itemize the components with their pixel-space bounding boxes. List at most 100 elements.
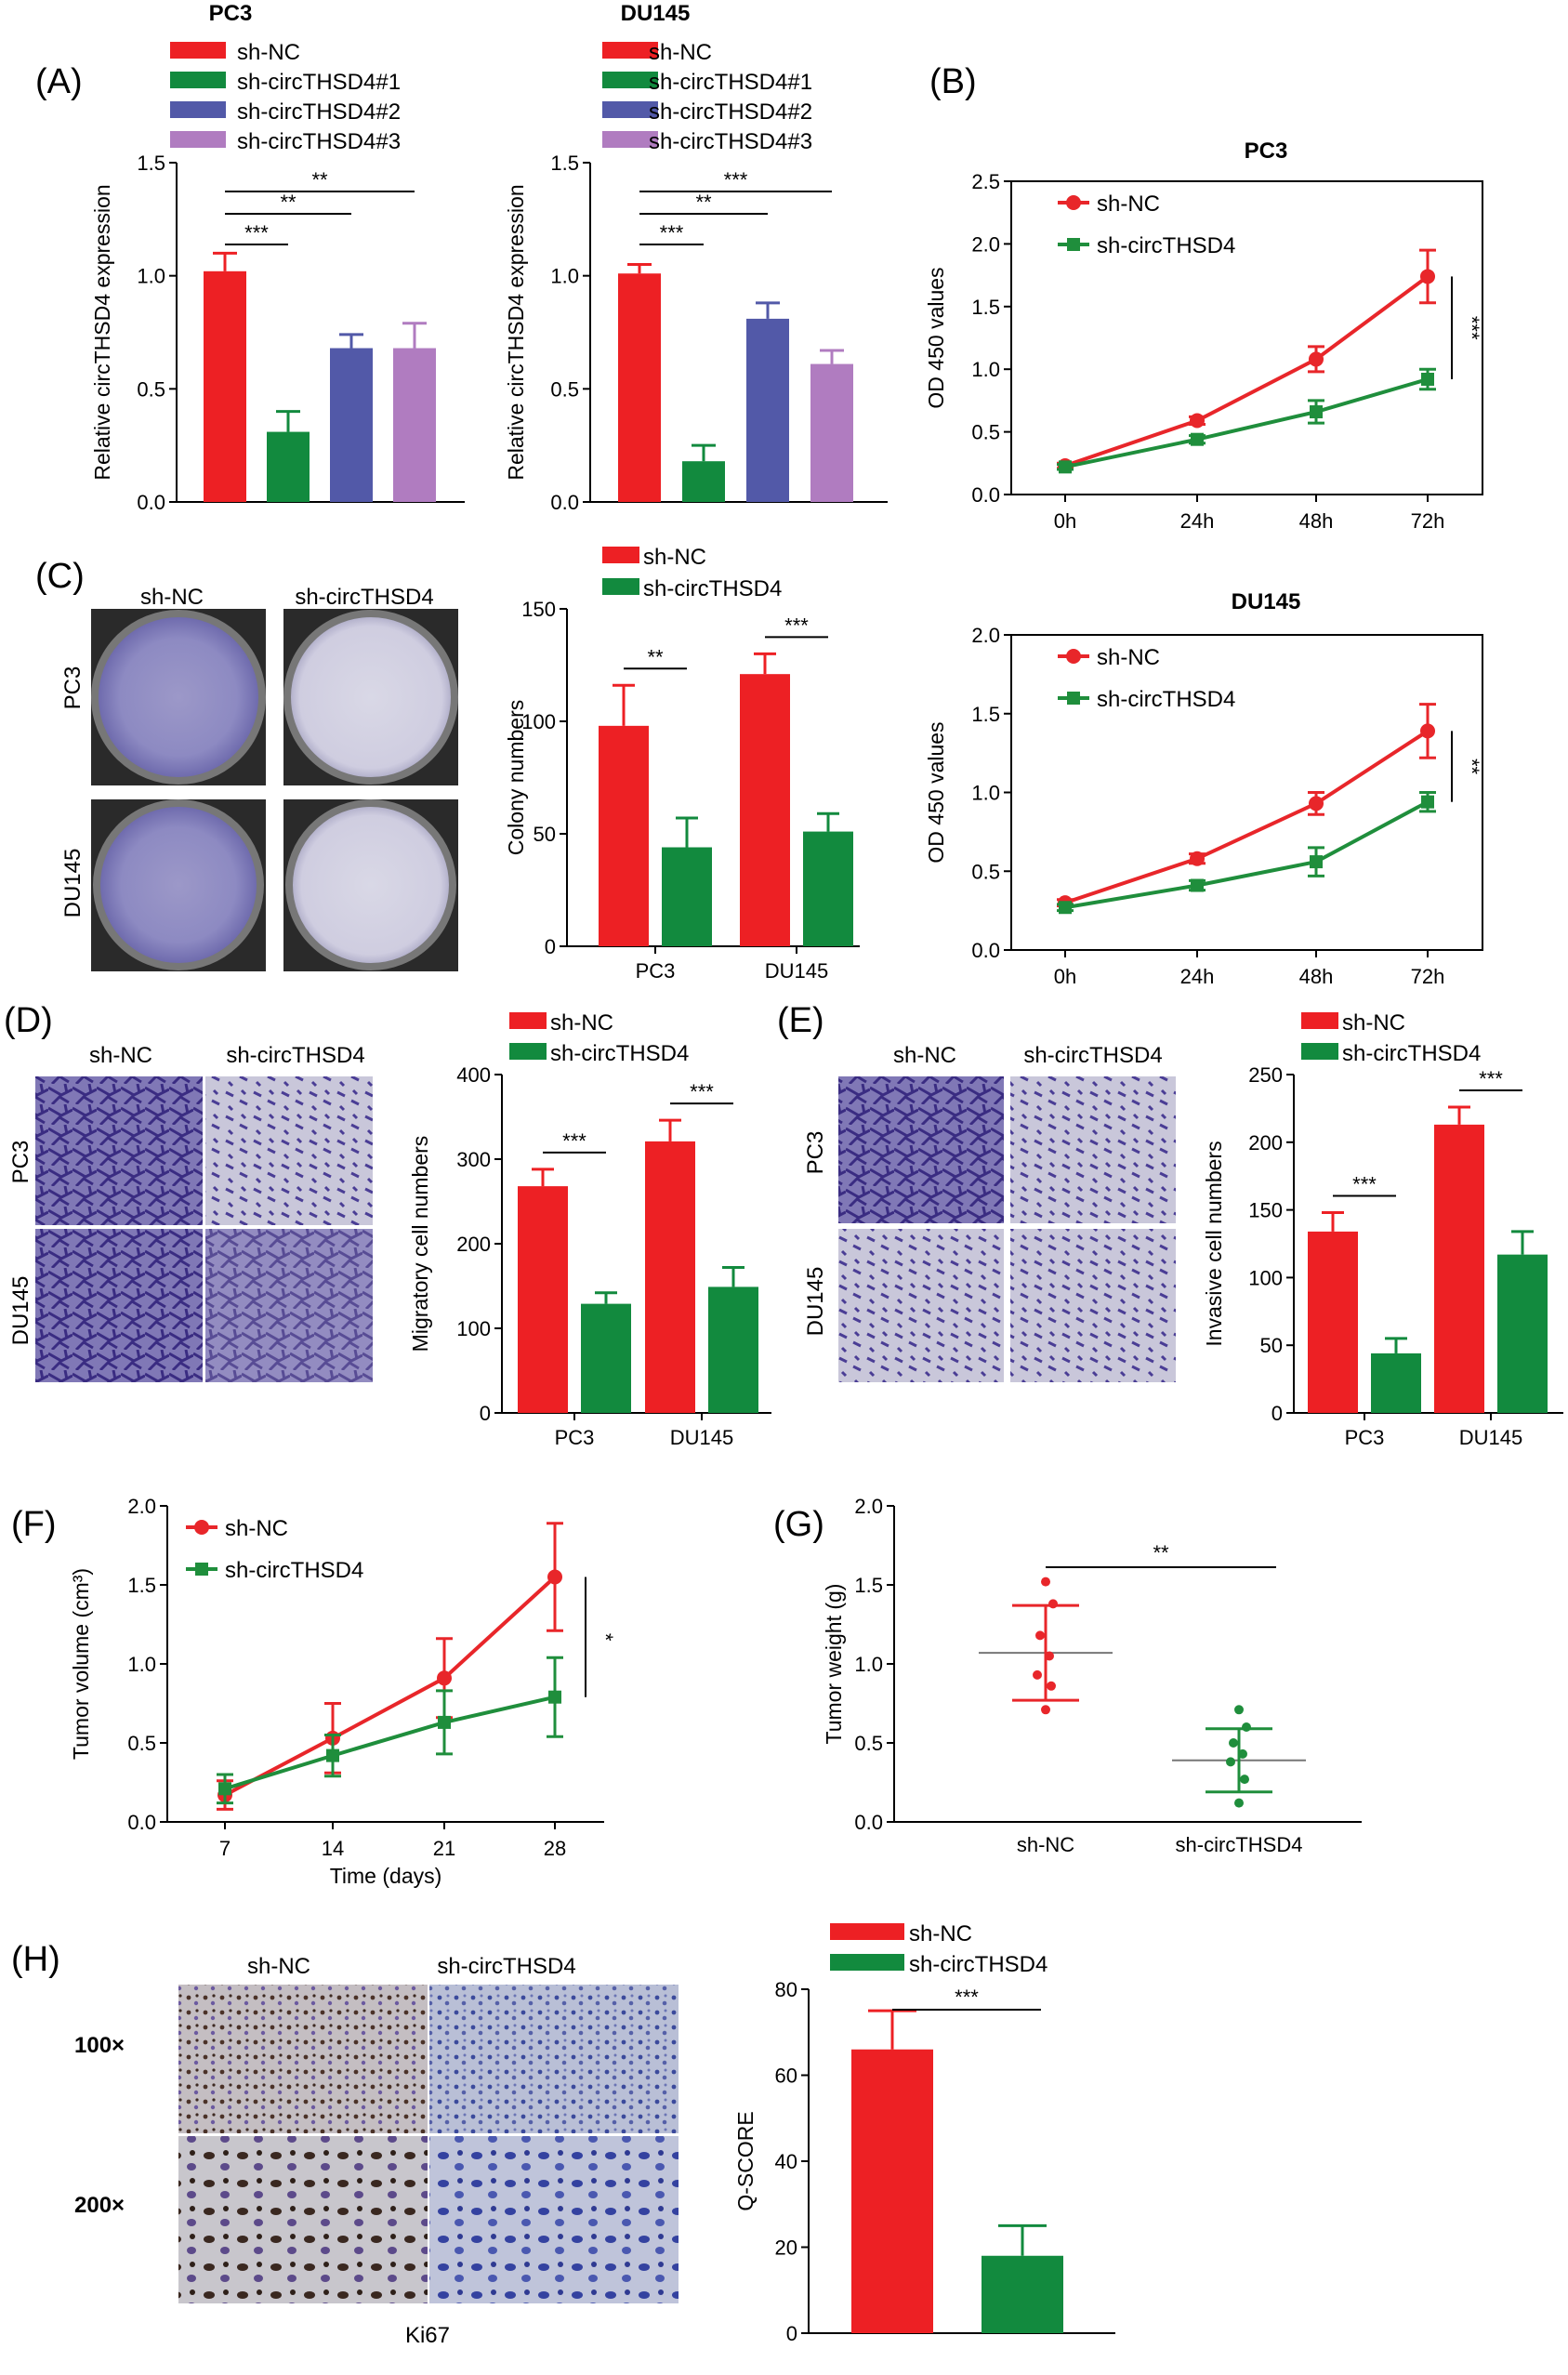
colony-images-C: sh-NC sh-circTHSD4 PC3 DU145	[60, 585, 458, 971]
data-point	[438, 1715, 451, 1729]
x-tick-label: 0h	[1054, 965, 1076, 988]
bar	[267, 431, 310, 502]
data-point	[1310, 405, 1323, 419]
significance-label: **	[1460, 759, 1483, 775]
bar	[581, 1303, 631, 1413]
y-tick-label: 0.0	[971, 483, 1000, 507]
panel-label-F: (F)	[11, 1505, 57, 1544]
data-point	[326, 1748, 339, 1762]
legend-swatch-sh2	[170, 101, 226, 118]
y-tick-label: 400	[456, 1063, 491, 1087]
legend-label: sh-NC	[1097, 191, 1160, 217]
panel-label-B: (B)	[929, 62, 977, 101]
x-tick-label: 72h	[1411, 965, 1445, 988]
legend-B-DU145: sh-NC sh-circTHSD4	[1058, 645, 1235, 712]
data-point	[1191, 432, 1204, 446]
legend-label: sh-NC	[649, 40, 712, 65]
series-line-sh-circ	[1064, 799, 1429, 910]
y-tick-label: 1.0	[137, 265, 165, 288]
bar	[1497, 1254, 1548, 1413]
x-tick-label: 28	[544, 1837, 566, 1860]
row-label-pc3: PC3	[803, 1131, 828, 1175]
significance-label: ***	[784, 614, 809, 637]
bar	[982, 2255, 1063, 2333]
series-line-sh-nc	[1064, 729, 1430, 905]
bar	[1308, 1231, 1358, 1413]
data-point	[1059, 901, 1072, 915]
chart-title: PC3	[1245, 139, 1288, 164]
row-label-pc3: PC3	[60, 666, 86, 710]
x-tick-label: 21	[433, 1837, 455, 1860]
legend-label: sh-circTHSD4	[1097, 233, 1235, 258]
legend-label: sh-NC	[643, 545, 706, 570]
row-label-du145: DU145	[803, 1267, 828, 1337]
y-axis-label: Relative circTHSD4 expression	[90, 184, 114, 480]
data-point	[1226, 1757, 1235, 1767]
legend-swatch-sh-nc	[830, 1923, 904, 1940]
bar	[708, 1286, 758, 1413]
chart-title: DU145	[621, 1, 691, 26]
significance-label: ***	[955, 1986, 979, 2009]
bar	[518, 1186, 568, 1413]
y-tick-label: 0.5	[854, 1732, 883, 1755]
data-point	[218, 1782, 231, 1796]
data-point	[1310, 855, 1323, 869]
y-tick-label: 100	[521, 710, 556, 733]
legend-label: sh-NC	[225, 1516, 288, 1541]
legend-marker-square	[1067, 238, 1080, 251]
y-axis-label: Tumor weight (g)	[822, 1584, 846, 1745]
ihc-image-200x-sh-nc	[178, 2136, 428, 2303]
invasion-image-pc3-sh-nc	[838, 1076, 1004, 1223]
data-point	[1234, 1705, 1244, 1715]
significance-label: *	[594, 1633, 617, 1642]
legend-swatch-sh2	[602, 101, 658, 118]
bar	[810, 363, 853, 502]
series-line-sh-circ	[224, 1695, 556, 1791]
y-axis-label: Invasive cell numbers	[1202, 1141, 1226, 1346]
migration-images-D: sh-NC sh-circTHSD4 PC3 DU145	[8, 1043, 373, 1382]
y-tick-label: 60	[775, 2065, 797, 2088]
legend-H: sh-NC sh-circTHSD4	[830, 1921, 1048, 1977]
data-point	[1041, 1705, 1050, 1715]
legend-swatch-sh-circ	[602, 578, 639, 595]
data-point	[1420, 723, 1435, 739]
significance-label: ***	[724, 168, 748, 191]
ihc-image-100x-sh-nc	[178, 1985, 428, 2133]
significance-label: ***	[562, 1129, 586, 1153]
bar	[803, 831, 853, 946]
bar	[851, 2049, 933, 2333]
x-tick-label: PC3	[1345, 1426, 1385, 1449]
y-tick-label: 0.5	[127, 1732, 156, 1755]
ihc-image-200x-sh-circ	[429, 2136, 679, 2303]
legend-label: sh-circTHSD4	[643, 576, 782, 601]
legend-swatch-sh-nc	[602, 42, 658, 59]
legend-swatch-sh-circ	[509, 1043, 547, 1060]
y-tick-label: 50	[534, 823, 556, 846]
row-label-du145: DU145	[8, 1276, 33, 1346]
y-tick-label: 1.5	[971, 296, 1000, 319]
y-tick-label: 2.5	[971, 170, 1000, 193]
col-label-sh-circ: sh-circTHSD4	[1023, 1043, 1162, 1068]
legend-label: sh-NC	[237, 40, 300, 65]
row-label-100x: 100×	[74, 2033, 125, 2058]
legend-marker-circle	[1066, 649, 1081, 664]
y-tick-label: 1.0	[854, 1653, 883, 1676]
y-tick-label: 0.5	[137, 377, 165, 401]
col-label-sh-circ: sh-circTHSD4	[226, 1043, 364, 1068]
legend-label: sh-circTHSD4	[550, 1041, 689, 1066]
x-tick-label: 48h	[1299, 965, 1334, 988]
data-point	[1240, 1775, 1249, 1785]
significance-label: ***	[690, 1080, 714, 1103]
x-tick-label: 0h	[1054, 509, 1076, 533]
y-tick-label: 0.0	[971, 939, 1000, 962]
bar	[645, 1141, 695, 1413]
legend-swatch-sh3	[602, 131, 658, 148]
colony-plate-du145-sh-nc	[93, 799, 264, 970]
legend-label: sh-NC	[1342, 1010, 1405, 1036]
series-line-sh-nc	[224, 1576, 557, 1797]
y-tick-label: 250	[1248, 1063, 1283, 1087]
legend-label: sh-circTHSD4#3	[649, 129, 812, 154]
legend-B-PC3: sh-NC sh-circTHSD4	[1058, 191, 1235, 258]
data-point	[1190, 413, 1205, 429]
data-point	[1421, 795, 1434, 809]
